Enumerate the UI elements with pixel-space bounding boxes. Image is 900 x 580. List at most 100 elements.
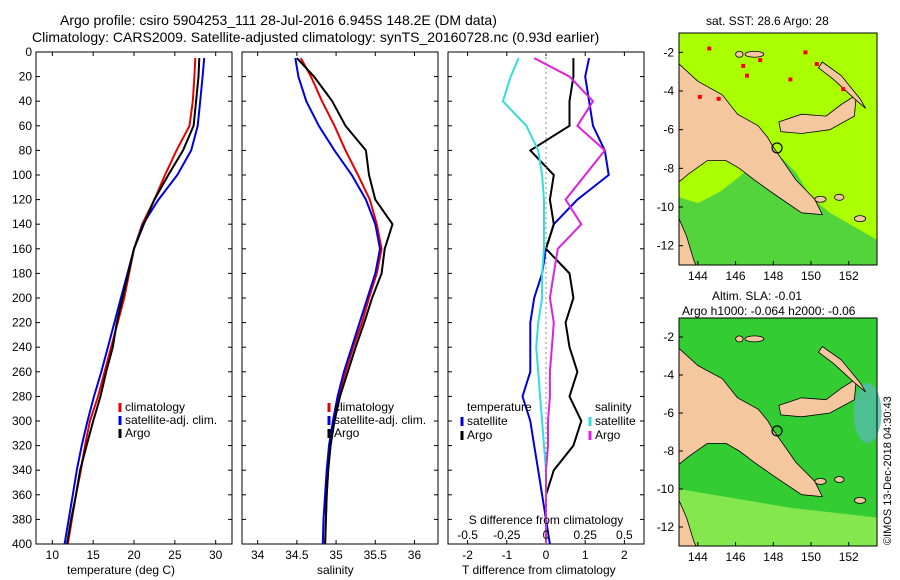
map-sst-title: sat. SST: 28.6 Argo: 28 <box>706 14 829 28</box>
legend-item: Argo <box>467 428 493 442</box>
series-line-argo <box>296 57 394 545</box>
salinity-diff-tick-label: 0.25 <box>574 528 598 542</box>
map-island <box>834 193 845 201</box>
depth-tick-label: 340 <box>12 463 32 477</box>
argo-position-marker <box>771 425 783 437</box>
map-land-new-guinea <box>678 347 823 498</box>
depth-tick-label: 100 <box>12 168 32 182</box>
depth-tick-label: 20 <box>19 70 33 84</box>
map-sla-title: Altim. SLA: -0.01 <box>712 289 803 303</box>
salinity-xtick-label: 36 <box>408 548 422 562</box>
depth-tick-label: 40 <box>19 94 33 108</box>
map-sla-anomaly <box>853 383 882 443</box>
map-island <box>834 476 845 483</box>
map-sla-xtick-label: 146 <box>726 550 746 564</box>
salinity-diff-tick-label: -0.25 <box>493 528 521 542</box>
map-sla-ytick-label: -4 <box>663 368 674 382</box>
series-line-salinity-argo <box>533 57 607 544</box>
map-sla-panel: 144 146 148 150 152 -2 -4 -6 -8 -10 -12 <box>657 317 882 564</box>
depth-tick-label: 240 <box>12 340 32 354</box>
series-line-argo <box>66 58 201 545</box>
depth-tick-label: 80 <box>19 143 33 157</box>
map-island <box>814 477 827 485</box>
salinity-xlabel: salinity <box>317 563 354 577</box>
depth-tick-label: 300 <box>12 414 32 428</box>
map-island <box>853 496 867 504</box>
depth-tick-label: 400 <box>12 537 32 551</box>
depth-tick-label: 0 <box>25 45 32 59</box>
temperature-frame <box>35 51 233 545</box>
map-land-new-britain <box>778 378 857 418</box>
depth-tick-label: 120 <box>12 193 32 207</box>
sst-flag-pixel <box>758 58 763 63</box>
map-sst-ytick-label: -2 <box>663 45 674 59</box>
depth-tick-label: 60 <box>19 119 33 133</box>
temperature-panel: 0 20 40 60 80 100 120 140 160 180 200 220 240 260 280 3… <box>12 45 233 562</box>
sst-flag-pixel <box>697 94 702 99</box>
salinity-diff-axis-title: S difference from climatology <box>469 513 624 527</box>
map-sla-ytick-label: -12 <box>657 520 675 534</box>
legend-heading-salinity: salinity <box>595 400 632 414</box>
depth-tick-label: 280 <box>12 389 32 403</box>
argo-position-marker <box>771 142 783 154</box>
difference-xlabel: T difference from climatology <box>462 563 616 577</box>
sst-flag-pixel <box>745 73 749 78</box>
salinity-xtick-label: 35.5 <box>364 548 388 562</box>
sst-flag-pixel <box>803 50 808 55</box>
differences-xtick-label: -2 <box>462 548 473 562</box>
depth-tick-label: 360 <box>12 488 32 502</box>
map-land-new-ireland <box>817 345 867 393</box>
map-sst-ytick-label: -6 <box>663 123 674 137</box>
map-sla-ytick-label: -8 <box>663 444 674 458</box>
salinity-diff-tick-label: 0.5 <box>616 528 633 542</box>
depth-tick-label: 380 <box>12 512 32 526</box>
differences-xtick-label: 2 <box>621 548 628 562</box>
temperature-xtick-label: 10 <box>46 548 60 562</box>
sst-flag-pixel <box>707 46 712 51</box>
map-sst-xtick-label: 148 <box>763 269 783 283</box>
temperature-xtick-label: 20 <box>127 548 141 562</box>
map-sst-xtick-label: 146 <box>726 269 746 283</box>
title-line2: Climatology: CARS2009. Satellite-adjuste… <box>32 29 600 45</box>
salinity-diff-tick-label: -0.5 <box>457 528 478 542</box>
map-sla-ytick-label: -6 <box>663 406 674 420</box>
map-sla-xtick-label: 150 <box>801 550 821 564</box>
depth-tick-label: 140 <box>12 217 32 231</box>
map-sst-xtick-label: 144 <box>688 269 708 283</box>
series-line-satellite-adj-clim- <box>294 57 382 545</box>
temperature-xtick-label: 30 <box>209 548 223 562</box>
map-land-new-guinea <box>678 62 823 216</box>
sst-flag-pixel <box>814 62 819 66</box>
map-sst-xtick-label: 150 <box>801 269 821 283</box>
legend-item: climatology <box>125 400 185 414</box>
salinity-xtick-label: 34.5 <box>285 548 309 562</box>
depth-tick-label: 160 <box>12 242 32 256</box>
depth-tick-label: 320 <box>12 439 32 453</box>
map-island <box>735 50 744 58</box>
map-land-new-britain <box>778 94 857 134</box>
map-sea-gradient <box>679 489 877 546</box>
temperature-xtick-label: 15 <box>86 548 100 562</box>
depth-tick-label: 260 <box>12 365 32 379</box>
map-sla-xtick-label: 144 <box>688 550 708 564</box>
temperature-xlabel: temperature (deg C) <box>67 563 176 577</box>
map-island <box>744 335 765 343</box>
sst-flag-pixel <box>841 87 846 92</box>
map-sst-frame <box>678 32 878 266</box>
series-line-temperature-argo <box>528 58 583 544</box>
salinity-panel: 34 34.5 35 35.5 36 <box>241 51 439 562</box>
differences-xtick-label: 0 <box>543 548 550 562</box>
map-island <box>735 335 744 343</box>
series-line-satellite-adj-clim- <box>63 58 206 545</box>
series-line-salinity-satellite <box>501 57 547 544</box>
depth-tick-label: 180 <box>12 266 32 280</box>
legend-item: satellite <box>467 414 508 428</box>
differences-xtick-label: 1 <box>582 548 589 562</box>
salinity-xtick-label: 35 <box>329 548 343 562</box>
sst-flag-pixel <box>788 77 793 82</box>
map-sst-ytick-label: -12 <box>657 239 675 253</box>
map-island <box>814 195 827 203</box>
map-sla-subtitle: Argo h1000: -0.064 h2000: -0.06 <box>682 304 856 318</box>
series-line-temperature-satellite <box>521 57 610 545</box>
